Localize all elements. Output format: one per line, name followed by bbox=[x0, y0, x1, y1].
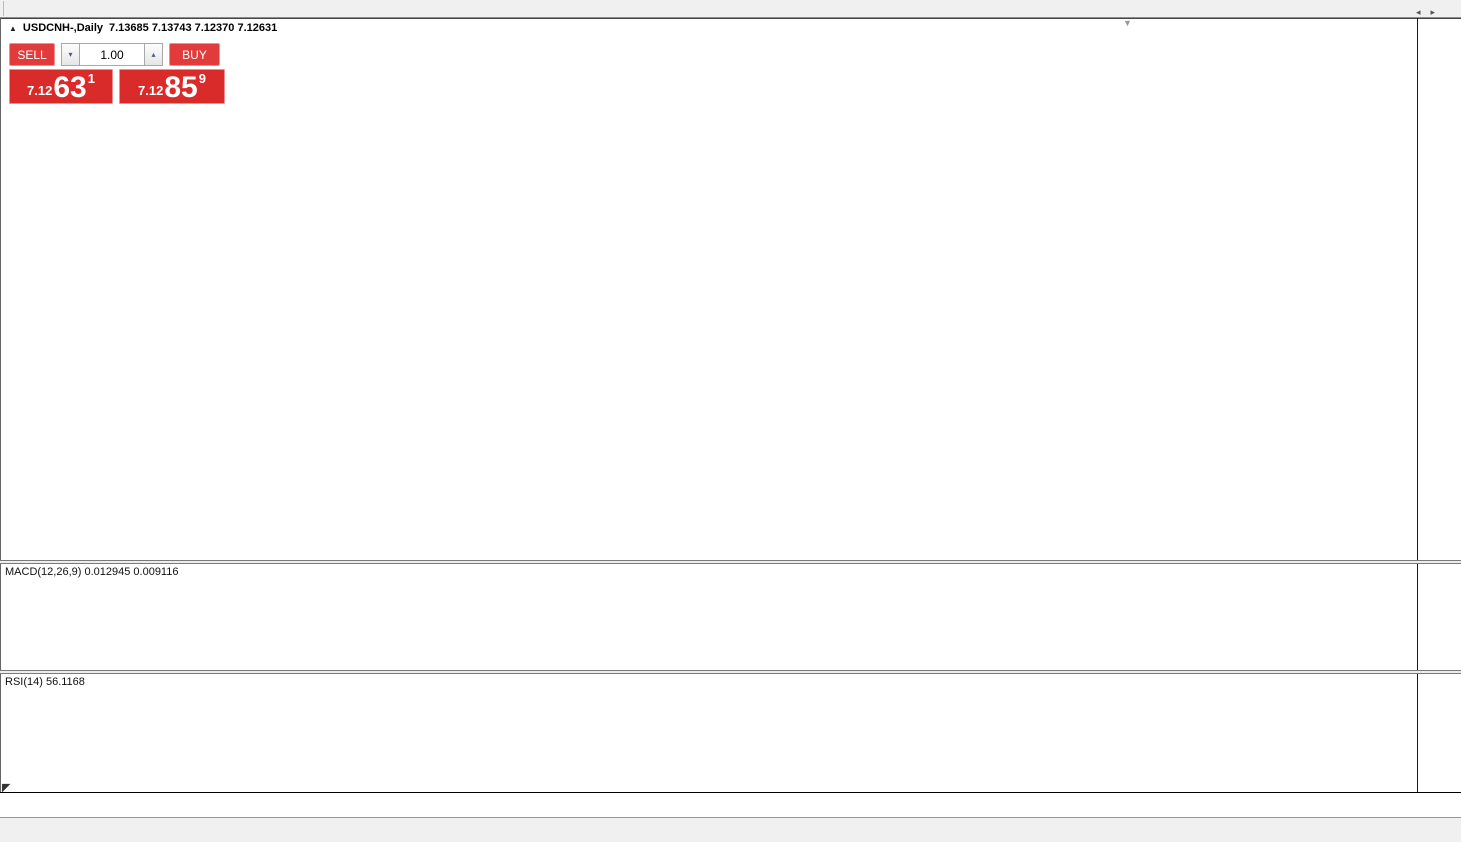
buy-price-sup: 9 bbox=[198, 71, 206, 86]
buy-price-prefix: 7.12 bbox=[138, 83, 164, 98]
price-pane: ▲ USDCNH-,Daily 7.13685 7.13743 7.12370 … bbox=[0, 18, 1461, 561]
chart-symbol-label: USDCNH-,Daily bbox=[22, 22, 103, 34]
rsi-chart-canvas[interactable] bbox=[1, 674, 1417, 792]
buy-price-big: 85 bbox=[164, 71, 198, 104]
rsi-pane: RSI(14) 56.1168 bbox=[0, 674, 1461, 792]
pane-splitter[interactable] bbox=[0, 560, 1461, 564]
amount-increase-button[interactable]: ▴ bbox=[144, 43, 163, 66]
one-click-trade-panel: SELL ▾ ▴ BUY 7.12 63 1 7.12 85 9 bbox=[9, 43, 227, 104]
collapse-panel-icon[interactable]: ▲ bbox=[9, 23, 17, 33]
rsi-indicator-label: RSI(14) 56.1168 bbox=[5, 676, 85, 688]
timeframe-toolbar bbox=[0, 0, 1461, 18]
tab-scroll-right-icon[interactable]: ▸ bbox=[1430, 7, 1435, 17]
sell-price-big: 63 bbox=[53, 71, 87, 104]
time-axis[interactable] bbox=[0, 792, 1461, 818]
chart-tab-bar bbox=[0, 817, 1461, 842]
amount-decrease-button[interactable]: ▾ bbox=[61, 43, 80, 66]
mouse-cursor-icon: ◤ bbox=[2, 782, 11, 794]
chart-ohlc-values: 7.13685 7.13743 7.12370 7.12631 bbox=[109, 22, 278, 34]
trade-amount-input[interactable] bbox=[80, 43, 144, 66]
toolbar-separator bbox=[3, 1, 4, 16]
sell-price-display[interactable]: 7.12 63 1 bbox=[9, 69, 113, 104]
pane-splitter[interactable] bbox=[0, 670, 1461, 674]
macd-indicator-label: MACD(12,26,9) 0.012945 0.009116 bbox=[5, 566, 179, 578]
sell-button[interactable]: SELL bbox=[9, 43, 55, 66]
sell-price-sup: 1 bbox=[87, 71, 95, 86]
buy-price-display[interactable]: 7.12 85 9 bbox=[119, 69, 225, 104]
macd-pane: MACD(12,26,9) 0.012945 0.009116 bbox=[0, 564, 1461, 670]
price-scale-border bbox=[1417, 18, 1418, 792]
chart-shift-marker-icon: ▼ bbox=[1123, 18, 1132, 28]
spin-up-icon: ▴ bbox=[151, 50, 156, 59]
tab-scroll-controls: ◂ ▸ bbox=[1416, 7, 1435, 18]
buy-button[interactable]: BUY bbox=[169, 43, 220, 66]
tab-scroll-left-icon[interactable]: ◂ bbox=[1415, 7, 1421, 17]
sell-price-prefix: 7.12 bbox=[27, 83, 53, 98]
chart-title: ▲ USDCNH-,Daily 7.13685 7.13743 7.12370 … bbox=[9, 22, 277, 34]
spin-down-icon: ▾ bbox=[68, 50, 73, 59]
macd-chart-canvas[interactable] bbox=[1, 564, 1417, 670]
